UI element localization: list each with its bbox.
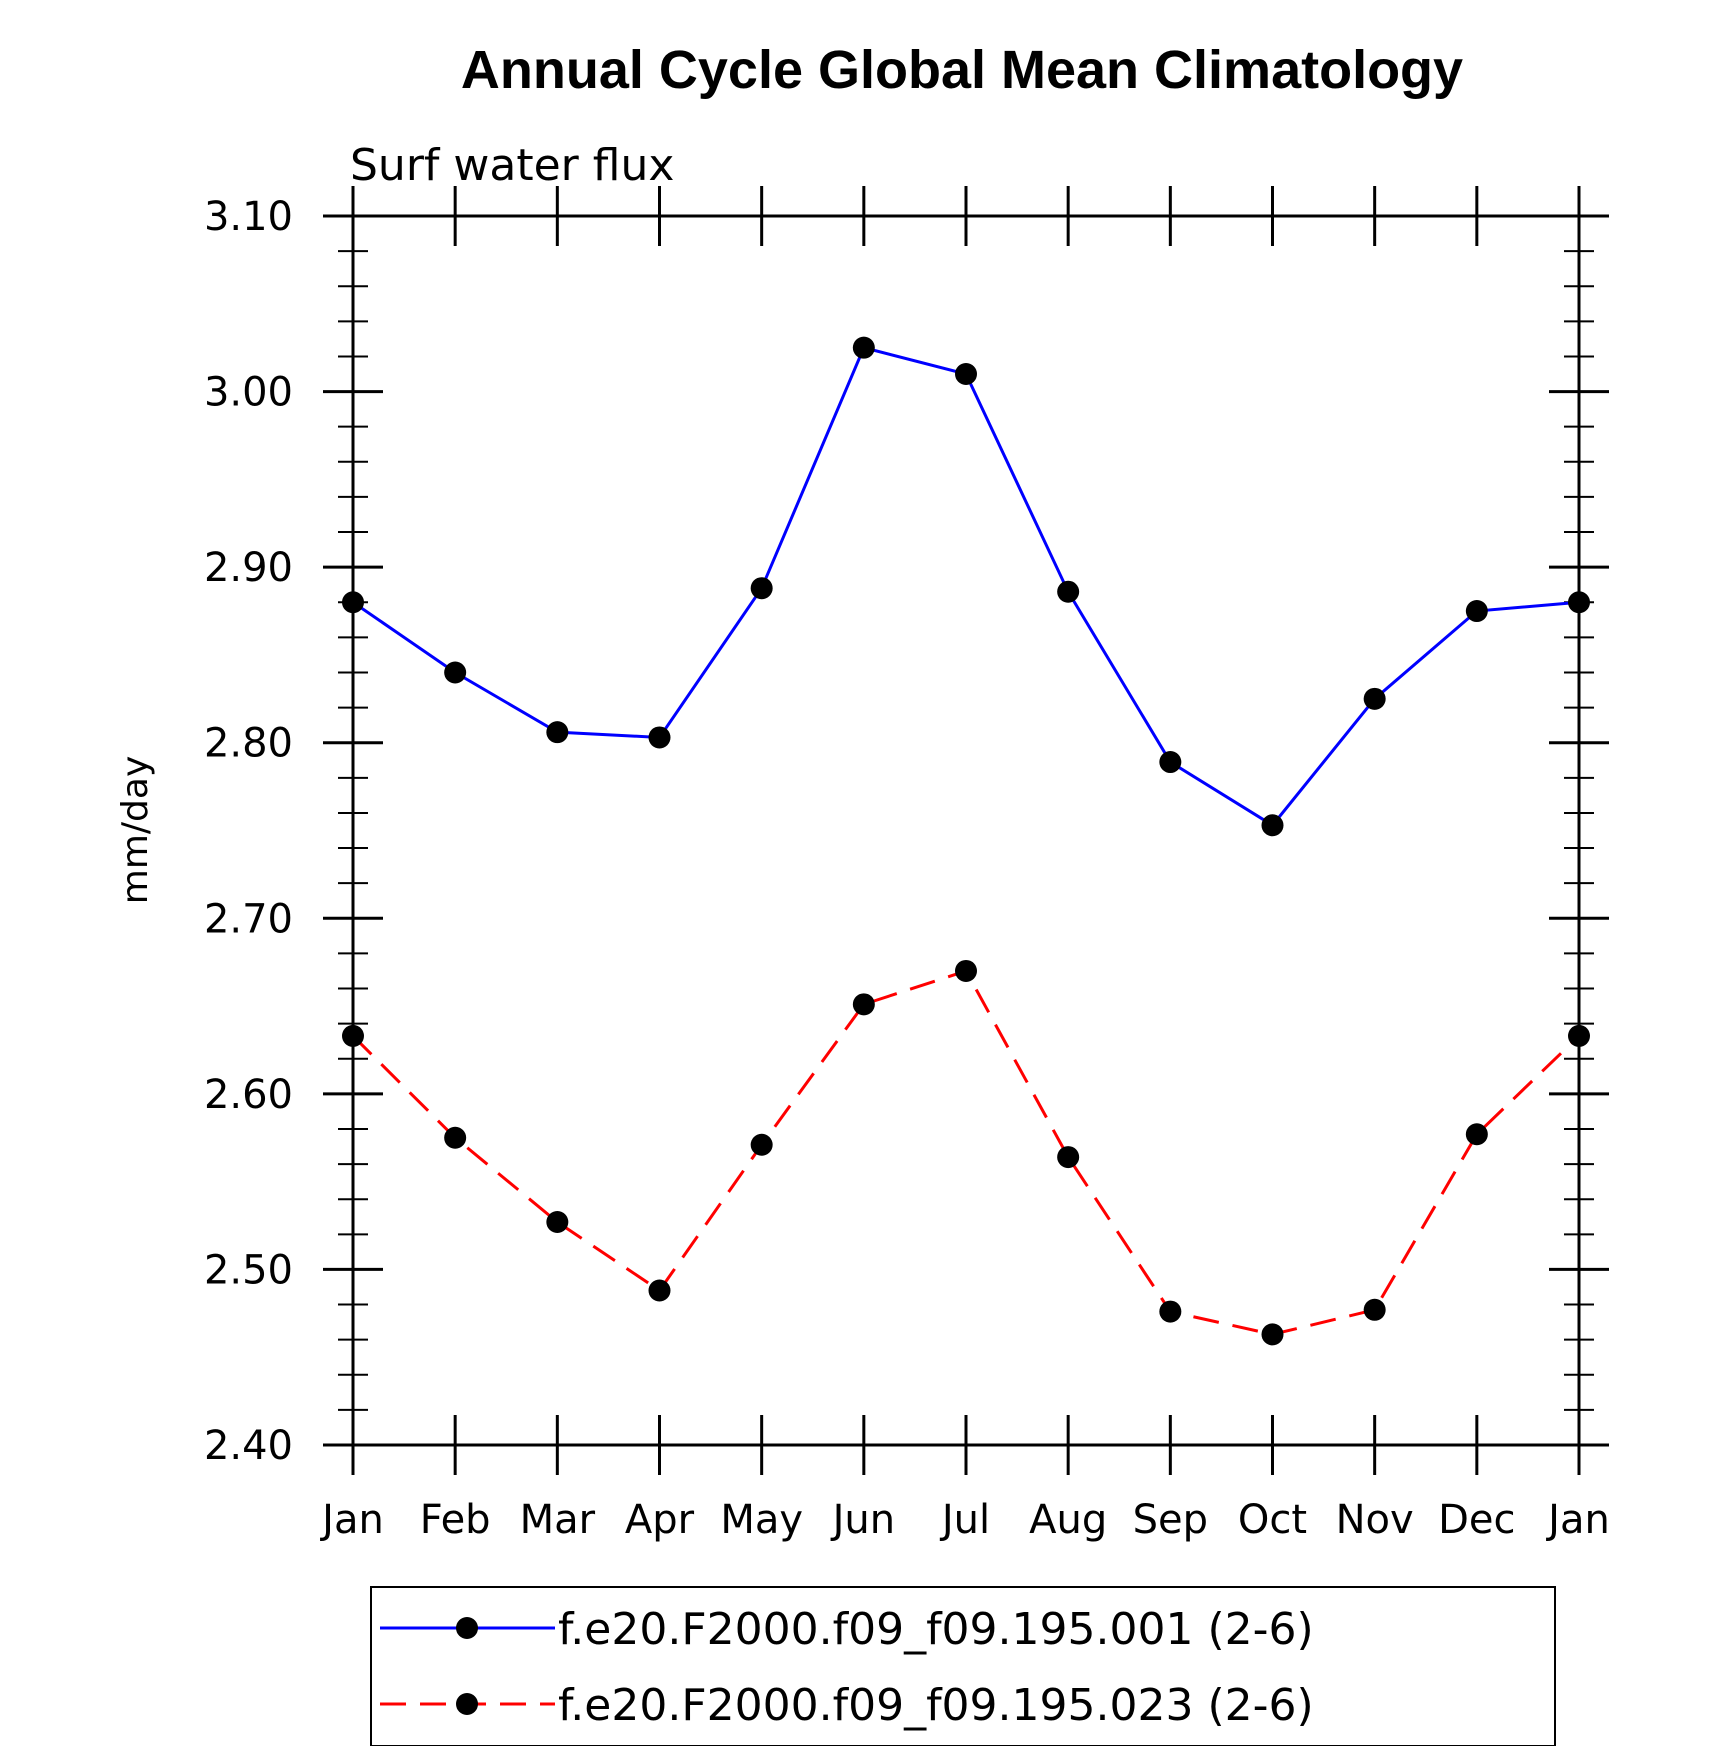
data-point xyxy=(444,661,467,684)
data-point xyxy=(648,1279,671,1302)
series-line-1 xyxy=(352,345,1580,828)
data-point xyxy=(546,721,569,744)
y-tick-label: 3.10 xyxy=(204,194,293,240)
legend: f.e20.F2000.f09_f09.195.001 (2-6) f.e20.F… xyxy=(370,1586,1556,1746)
x-tick-label: Aug xyxy=(1029,1497,1107,1543)
data-point xyxy=(1261,814,1284,837)
legend-box xyxy=(370,1586,1556,1746)
y-tick-label: 2.80 xyxy=(204,721,293,767)
data-point xyxy=(955,363,977,386)
data-point xyxy=(1159,751,1182,774)
chart-title: Annual Cycle Global Mean Climatology xyxy=(461,40,1463,100)
data-point xyxy=(1261,1323,1284,1346)
data-point xyxy=(342,591,364,614)
data-point xyxy=(852,336,875,359)
y-tick-label: 2.60 xyxy=(204,1072,293,1118)
x-tick-label: Jan xyxy=(319,1497,384,1543)
x-tick-label: Jun xyxy=(830,1497,896,1543)
y-axis-label: mm/day xyxy=(115,756,156,904)
x-tick-label: Jul xyxy=(939,1497,990,1543)
data-point xyxy=(1363,1298,1386,1321)
y-tick-label: 2.40 xyxy=(204,1423,293,1469)
x-tick-label: Feb xyxy=(420,1497,491,1543)
data-point xyxy=(1568,1024,1590,1047)
tick-labels: Jan Feb Mar Apr May Jun Jul Aug Sep Oct Nov Dec Jan 2… xyxy=(204,194,1610,1543)
data-markers xyxy=(342,336,1590,1346)
data-point xyxy=(648,726,671,749)
x-tick-label: Oct xyxy=(1238,1497,1307,1543)
data-point xyxy=(955,959,977,982)
data-point xyxy=(1057,1146,1080,1169)
data-point xyxy=(546,1211,569,1234)
data-point xyxy=(1363,687,1386,710)
legend-marker-2 xyxy=(456,1693,478,1715)
plot-frame xyxy=(351,214,1581,1447)
y-tick-label: 2.90 xyxy=(204,545,293,591)
x-tick-label: Nov xyxy=(1336,1497,1414,1543)
series-lines xyxy=(351,345,1581,1336)
data-point xyxy=(1465,600,1488,623)
data-point xyxy=(852,993,875,1016)
data-point xyxy=(342,1024,364,1047)
legend-items: f.e20.F2000.f09_f09.195.001 (2-6) f.e20.F… xyxy=(380,1604,1314,1731)
x-tick-label: Dec xyxy=(1438,1497,1515,1543)
data-point xyxy=(1057,580,1080,603)
data-point xyxy=(750,1133,773,1156)
x-tick-label: Sep xyxy=(1133,1497,1208,1543)
data-point xyxy=(1159,1300,1182,1323)
legend-marker-1 xyxy=(456,1617,478,1639)
data-point xyxy=(444,1126,467,1149)
y-tick-label: 3.00 xyxy=(204,370,293,416)
y-tick-label: 2.50 xyxy=(204,1247,293,1293)
data-point xyxy=(750,577,773,600)
axis-ticks xyxy=(323,186,1609,1475)
data-point xyxy=(1568,591,1590,614)
x-tick-label: Mar xyxy=(520,1497,596,1543)
x-tick-label: May xyxy=(720,1497,803,1543)
y-tick-label: 2.70 xyxy=(204,896,293,942)
data-point xyxy=(1465,1123,1488,1146)
x-tick-label: Apr xyxy=(625,1497,695,1543)
series-line-2 xyxy=(351,969,1581,1336)
x-tick-label: Jan xyxy=(1545,1497,1610,1543)
legend-label-1: f.e20.F2000.f09_f09.195.001 (2-6) xyxy=(558,1604,1314,1655)
legend-label-2: f.e20.F2000.f09_f09.195.023 (2-6) xyxy=(558,1680,1314,1731)
chart-subtitle: Surf water flux xyxy=(350,140,674,191)
